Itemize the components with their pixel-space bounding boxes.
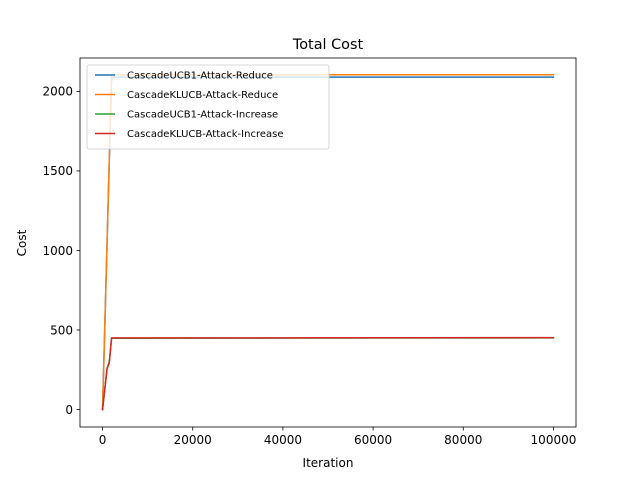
x-tick-label: 100000 <box>531 433 577 447</box>
legend-box <box>86 64 330 150</box>
y-tick-label: 1000 <box>42 244 73 258</box>
x-tick-label: 80000 <box>444 433 482 447</box>
x-tick-label: 0 <box>99 433 107 447</box>
legend-label-2: CascadeKLUCB-Attack-Reduce <box>127 90 278 101</box>
x-tick-label: 40000 <box>264 433 302 447</box>
axes: 0 20000 40000 60000 80000 100000 0 500 1000 1500 2… <box>42 57 577 447</box>
x-axis-label: Iteration <box>303 456 354 470</box>
chart-title: Total Cost <box>292 37 364 53</box>
y-tick-label: 500 <box>50 323 73 337</box>
y-tick-label: 1500 <box>42 164 73 178</box>
x-tick-label: 20000 <box>174 433 212 447</box>
legend: CascadeUCB1-Attack-Reduce CascadeKLUCB-At… <box>86 64 330 150</box>
y-axis-label: Cost <box>15 229 29 256</box>
y-tick-label: 0 <box>65 403 73 417</box>
y-tick-label: 2000 <box>42 85 73 99</box>
legend-label-1: CascadeUCB1-Attack-Reduce <box>127 71 273 82</box>
axes-frame <box>79 57 577 428</box>
legend-label-4: CascadeKLUCB-Attack-Increase <box>127 129 283 140</box>
x-tick-label: 60000 <box>354 433 392 447</box>
series-line-4 <box>101 336 555 411</box>
legend-label-3: CascadeUCB1-Attack-Increase <box>127 110 278 121</box>
